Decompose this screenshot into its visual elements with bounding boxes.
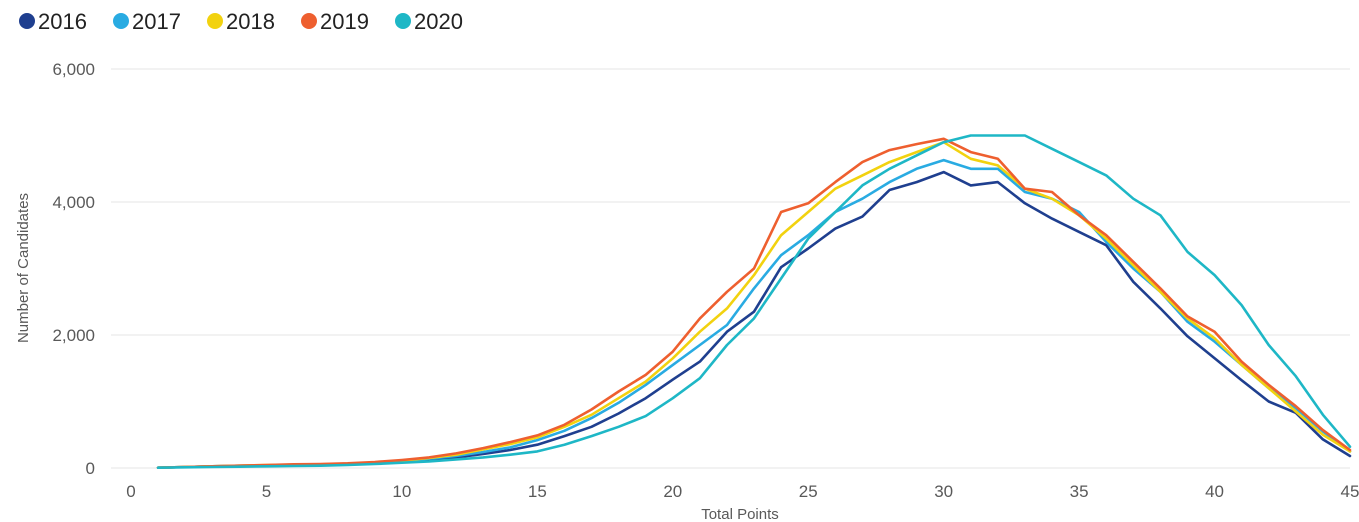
y-axis-title: Number of Candidates: [15, 193, 32, 343]
y-tick-label: 2,000: [52, 326, 95, 345]
legend-label-2017: 2017: [132, 9, 181, 34]
x-tick-label: 10: [392, 482, 411, 501]
series-line-2019: [156, 137, 1352, 470]
legend: 2016 2017 2018 2019 2020: [19, 9, 463, 34]
legend-label-2020: 2020: [414, 9, 463, 34]
legend-label-2018: 2018: [226, 9, 275, 34]
x-tick-label: 45: [1341, 482, 1359, 501]
x-tick-label: 35: [1070, 482, 1089, 501]
x-tick-label: 5: [262, 482, 271, 501]
x-tick-label: 0: [126, 482, 135, 501]
legend-marker-2019: [301, 13, 317, 29]
legend-marker-2016: [19, 13, 35, 29]
x-tick-label: 20: [663, 482, 682, 501]
y-axis-ticks: 0 2,000 4,000 6,000: [52, 60, 95, 478]
x-axis-title: Total Points: [701, 506, 779, 522]
legend-label-2019: 2019: [320, 9, 369, 34]
y-tick-label: 4,000: [52, 193, 95, 212]
series-lines: [156, 134, 1352, 470]
x-tick-label: 40: [1205, 482, 1224, 501]
legend-marker-2018: [207, 13, 223, 29]
x-tick-label: 30: [934, 482, 953, 501]
legend-marker-2017: [113, 13, 129, 29]
series-line-2020: [156, 134, 1352, 470]
x-axis-ticks: 0 5 10 15 20 25 30 35 40 45: [126, 482, 1359, 501]
y-tick-label: 6,000: [52, 60, 95, 79]
y-tick-label: 0: [86, 459, 95, 478]
legend-label-2016: 2016: [38, 9, 87, 34]
x-tick-label: 25: [799, 482, 818, 501]
gridlines: [111, 68, 1350, 469]
series-line-2017: [156, 158, 1352, 470]
x-tick-label: 15: [528, 482, 547, 501]
legend-marker-2020: [395, 13, 411, 29]
